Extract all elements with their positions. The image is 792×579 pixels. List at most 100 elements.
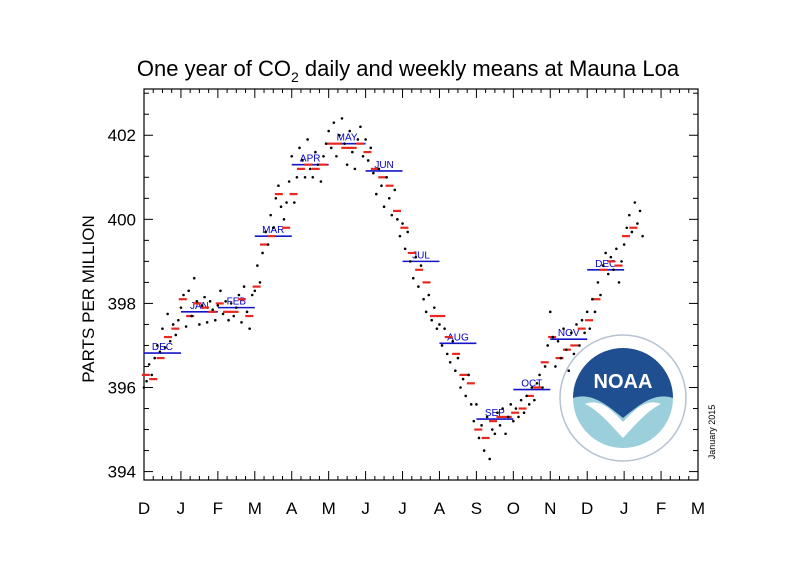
daily-value-point — [387, 197, 391, 200]
noaa-logo: NOAA — [559, 334, 687, 462]
daily-value-point — [163, 346, 167, 349]
daily-value-point — [403, 247, 407, 251]
daily-value-point — [430, 318, 434, 322]
daily-value-point — [161, 327, 164, 330]
x-tick-label: D — [581, 499, 593, 518]
daily-value-point — [287, 180, 291, 183]
daily-value-point — [319, 180, 323, 183]
noaa-bird-icon — [585, 402, 661, 438]
daily-value-point — [264, 230, 267, 234]
daily-value-point — [235, 306, 238, 309]
daily-value-point — [509, 403, 513, 406]
daily-value-point — [382, 205, 386, 209]
daily-value-point — [419, 264, 423, 267]
daily-value-point — [385, 175, 388, 179]
daily-value-point — [424, 310, 428, 314]
daily-value-point — [551, 335, 555, 339]
daily-value-point — [200, 304, 204, 307]
daily-value-point — [564, 348, 568, 351]
monthly-mean-label: APR — [300, 154, 321, 165]
daily-value-point — [205, 321, 209, 324]
daily-value-point — [335, 154, 338, 158]
daily-value-point — [482, 449, 486, 452]
y-tick-label: 398 — [108, 294, 136, 313]
monthly-mean-label: JAN — [190, 301, 209, 312]
daily-value-point — [279, 205, 283, 209]
daily-value-point — [633, 201, 637, 204]
daily-value-point — [472, 419, 476, 423]
daily-value-point — [493, 432, 497, 436]
weekly-means — [141, 142, 638, 440]
daily-value-point — [301, 159, 304, 162]
daily-value-point — [332, 121, 336, 124]
daily-value-point — [277, 184, 280, 187]
daily-value-point — [591, 297, 594, 301]
daily-value-point — [290, 154, 294, 158]
daily-value-point — [636, 222, 639, 225]
x-tick-label: J — [398, 499, 407, 518]
x-tick-label: J — [620, 499, 629, 518]
daily-value-point — [184, 325, 188, 328]
daily-value-point — [490, 428, 494, 431]
noaa-wordmark: NOAA — [594, 371, 653, 393]
daily-value-point — [375, 192, 378, 196]
daily-value-point — [525, 394, 528, 398]
daily-value-point — [408, 260, 412, 263]
daily-value-point — [298, 146, 301, 150]
daily-value-point — [372, 171, 375, 175]
daily-value-point — [271, 226, 275, 230]
daily-value-point — [438, 323, 441, 326]
daily-value-point — [293, 201, 296, 204]
monthly-mean-label: MAY — [337, 133, 358, 144]
daily-value-point — [158, 350, 162, 354]
daily-value-point — [432, 306, 436, 309]
daily-value-point — [221, 312, 225, 316]
daily-value-point — [211, 308, 214, 312]
noaa-upper-field — [573, 348, 673, 418]
daily-value-point — [445, 352, 449, 356]
daily-value-point — [546, 344, 549, 347]
daily-value-point — [182, 293, 185, 297]
daily-value-point — [245, 310, 249, 314]
daily-value-point — [250, 293, 254, 297]
x-tick-label: F — [213, 499, 223, 518]
daily-value-point — [359, 125, 362, 129]
daily-value-point — [166, 312, 169, 316]
daily-value-point — [398, 234, 402, 238]
daily-value-point — [488, 457, 491, 461]
daily-value-point — [593, 310, 597, 314]
daily-value-point — [216, 304, 220, 307]
monthly-mean-label: JUL — [412, 250, 430, 261]
daily-value-point — [541, 386, 544, 389]
monthly-mean-label: AUG — [447, 332, 469, 343]
daily-value-point — [406, 230, 410, 234]
daily-value-point — [316, 163, 320, 166]
daily-value-point — [224, 300, 227, 303]
daily-value-point — [213, 318, 217, 322]
y-axis: 394 396 398 400 402 — [108, 92, 698, 482]
monthly-mean-label: FEB — [227, 297, 247, 308]
daily-value-point — [570, 331, 573, 335]
daily-value-point — [625, 226, 629, 230]
daily-value-point — [533, 398, 536, 402]
monthly-mean-label: DEC — [595, 259, 616, 270]
daily-value-point — [208, 300, 212, 303]
daily-value-point — [517, 415, 520, 419]
daily-value-point — [219, 289, 222, 293]
daily-value-point — [190, 314, 193, 318]
daily-value-point — [504, 432, 507, 436]
daily-value-point — [248, 327, 251, 330]
daily-value-point — [427, 293, 431, 297]
daily-value-point — [496, 411, 499, 415]
daily-value-point — [237, 293, 241, 297]
daily-value-point — [456, 356, 460, 360]
daily-value-point — [377, 167, 381, 171]
daily-value-point — [469, 403, 473, 406]
daily-value-point — [338, 133, 341, 137]
x-tick-label: O — [507, 499, 520, 518]
x-tick-label: N — [544, 499, 556, 518]
x-tick-label: M — [691, 499, 705, 518]
y-tick-label: 396 — [108, 379, 136, 398]
daily-value-point — [353, 167, 357, 171]
